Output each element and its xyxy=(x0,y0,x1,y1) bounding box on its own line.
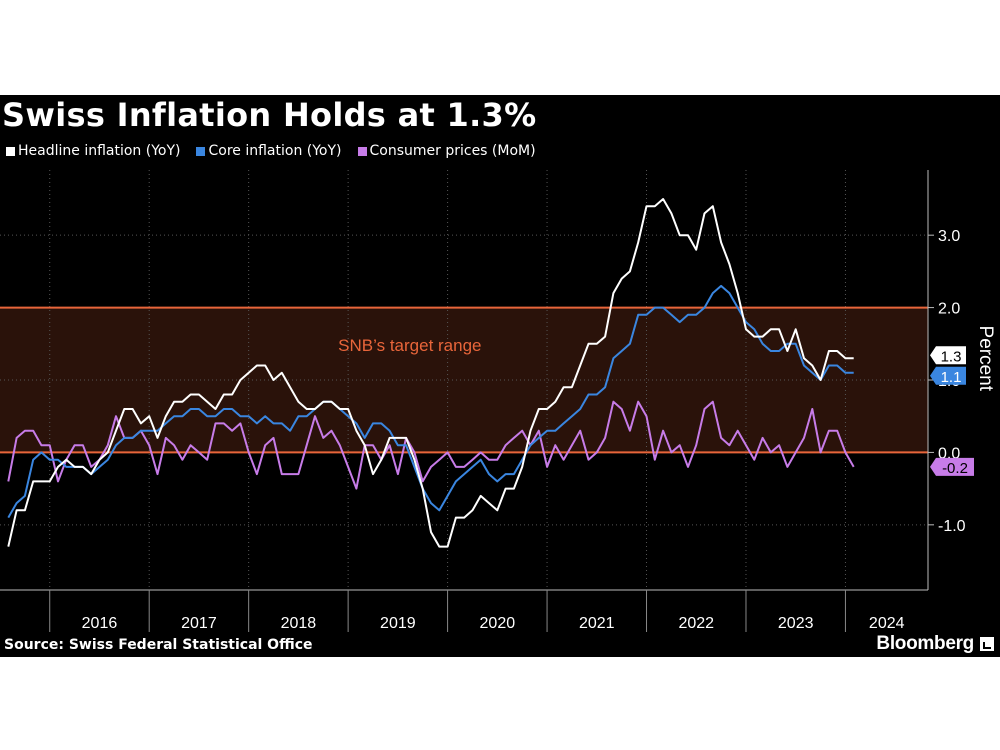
legend-swatch-mom xyxy=(357,146,367,156)
source-note: Source: Swiss Federal Statistical Office xyxy=(4,637,313,653)
bloomberg-logo-icon xyxy=(980,637,994,651)
x-tick-label: 2020 xyxy=(480,615,516,632)
end-tag-headline: 1.3 xyxy=(930,346,966,365)
end-tag-label: 1.1 xyxy=(941,369,962,386)
y-tick-label: 3.0 xyxy=(938,228,960,245)
end-tag-shape xyxy=(930,366,966,385)
x-tick-label: 2016 xyxy=(82,615,118,632)
end-tag-core: 1.1 xyxy=(930,366,966,386)
series-line-headline xyxy=(7,198,854,548)
x-tick-label: 2022 xyxy=(678,615,714,632)
legend-entry-core: Core inflation (YoY) xyxy=(196,143,342,159)
series-line-mom xyxy=(7,400,855,490)
x-tick-label: 2018 xyxy=(281,615,317,632)
end-tag-label: 1.3 xyxy=(941,348,962,365)
end-tag-label: -0.2 xyxy=(942,460,968,477)
legend-entry-headline: Headline inflation (YoY) xyxy=(6,143,180,159)
legend-label-mom: Consumer prices (MoM) xyxy=(369,143,536,159)
x-tick-label: 2019 xyxy=(380,615,416,632)
brand: Bloomberg xyxy=(876,633,994,655)
legend-entry-mom: Consumer prices (MoM) xyxy=(357,143,536,159)
x-tick-label: 2017 xyxy=(181,615,217,632)
chart-plot: SNB’s target range-1.00.01.02.03.0Percen… xyxy=(0,170,996,632)
x-tick-label: 2021 xyxy=(579,615,615,632)
y-tick-label: -1.0 xyxy=(938,518,966,535)
x-tick-label: 2023 xyxy=(778,615,814,632)
legend-swatch-headline xyxy=(6,146,15,156)
legend-swatch-core xyxy=(196,146,206,156)
end-tag-shape xyxy=(930,346,966,365)
end-tag-mom: -0.2 xyxy=(930,457,974,477)
legend-label-headline: Headline inflation (YoY) xyxy=(18,143,181,159)
y-axis-title: Percent xyxy=(975,326,996,392)
x-tick-label: 2024 xyxy=(869,615,905,632)
legend-label-core: Core inflation (YoY) xyxy=(208,143,342,159)
y-tick-label: 2.0 xyxy=(938,301,960,318)
target-range-label: SNB’s target range xyxy=(338,336,481,355)
series-line-core xyxy=(7,284,854,519)
chart-title: Swiss Inflation Holds at 1.3% xyxy=(2,96,537,134)
chart-legend: Headline inflation (YoY) Core inflation … xyxy=(6,143,536,159)
brand-name: Bloomberg xyxy=(876,633,974,654)
end-tag-shape xyxy=(930,457,974,476)
